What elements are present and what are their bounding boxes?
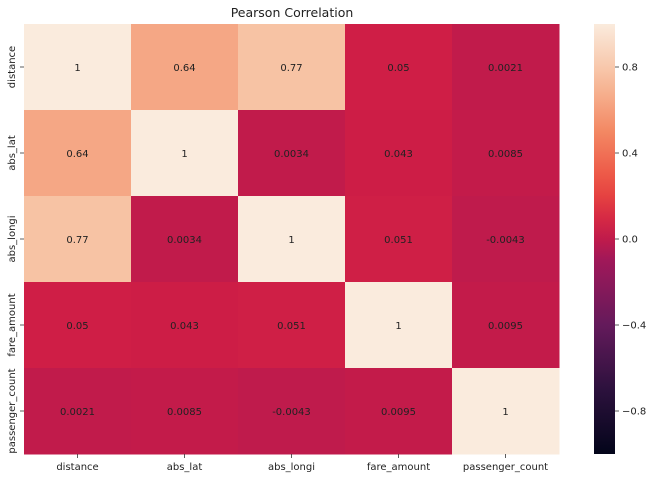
cell-label-4-3: 0.0095 xyxy=(381,407,416,418)
y-tick-label-3: fare_amount xyxy=(7,293,18,356)
heatmap-cell-0-2 xyxy=(238,24,346,111)
cell-label-3-3: 1 xyxy=(395,321,401,332)
heatmap-cell-4-2 xyxy=(238,368,346,455)
heatmap-cell-1-0 xyxy=(24,110,132,197)
cell-label-2-0: 0.77 xyxy=(66,235,88,246)
x-axis: distance abs_lat abs_longi fare_amount passe… xyxy=(56,454,548,473)
y-tick-label-1: abs_lat xyxy=(7,135,18,171)
cell-label-0-1: 0.64 xyxy=(173,63,195,74)
cell-label-0-4: 0.0021 xyxy=(488,63,523,74)
x-tick-label-3: fare_amount xyxy=(367,462,430,473)
heatmap-cell-3-4 xyxy=(452,282,560,369)
heatmap-cell-4-3 xyxy=(345,368,453,455)
heatmap-cell-1-3 xyxy=(345,110,453,197)
heatmap-cell-3-2 xyxy=(238,282,346,369)
heatmap-cells xyxy=(24,24,560,455)
heatmap-cell-4-4 xyxy=(452,368,560,455)
cell-label-0-2: 0.77 xyxy=(280,63,302,74)
colorbar-tick-label-4: −0.8 xyxy=(622,407,646,418)
cell-label-2-2: 1 xyxy=(288,235,294,246)
heatmap-cell-2-0 xyxy=(24,196,132,283)
heatmap-cell-1-1 xyxy=(131,110,239,197)
cell-label-1-4: 0.0085 xyxy=(488,149,523,160)
cell-label-3-0: 0.05 xyxy=(66,321,88,332)
y-axis: distance abs_lat abs_longi fare_amountpasse… xyxy=(7,46,24,454)
heatmap-cell-4-0 xyxy=(24,368,132,455)
x-tick-label-1: abs_lat xyxy=(167,462,203,473)
heatmap-cell-0-1 xyxy=(131,24,239,111)
cell-label-1-2: 0.0034 xyxy=(274,149,309,160)
cell-label-3-4: 0.0095 xyxy=(488,321,523,332)
heatmap-cell-3-3 xyxy=(345,282,453,369)
colorbar-tick-label-2: 0.0 xyxy=(622,235,638,246)
colorbar-tick-label-3: −0.4 xyxy=(622,321,646,332)
chart-title: Pearson Correlation xyxy=(231,5,354,20)
heatmap-cell-1-2 xyxy=(238,110,346,197)
heatmap-cell-2-3 xyxy=(345,196,453,283)
cell-label-1-0: 0.64 xyxy=(66,149,88,160)
y-tick-label-2: abs_longi xyxy=(7,215,18,262)
y-tick-label-0: distance xyxy=(7,46,18,88)
cell-label-3-2: 0.051 xyxy=(277,321,306,332)
x-tick-label-2: abs_longi xyxy=(268,462,315,473)
cell-label-0-3: 0.05 xyxy=(387,63,409,74)
heatmap-cell-0-0 xyxy=(24,24,132,111)
heatmap-cell-labels: 1 0.64 0.77 0.05 0.0021 0.64 1 0.0034 0.043 0.008… xyxy=(60,63,525,418)
heatmap-cell-0-3 xyxy=(345,24,453,111)
heatmap-cell-3-0 xyxy=(24,282,132,369)
heatmap-cell-2-2 xyxy=(238,196,346,283)
cell-label-3-1: 0.043 xyxy=(170,321,199,332)
cell-label-2-1: 0.0034 xyxy=(167,235,202,246)
cell-label-4-0: 0.0021 xyxy=(60,407,95,418)
heatmap-cell-0-4 xyxy=(452,24,560,111)
cell-label-4-1: 0.0085 xyxy=(167,407,202,418)
heatmap-cell-1-4 xyxy=(452,110,560,197)
colorbar-tick-label-1: 0.4 xyxy=(622,149,638,160)
cell-label-4-2: -0.0043 xyxy=(272,407,311,418)
x-tick-label-0: distance xyxy=(56,462,98,473)
y-tick-label-4: passenger_count xyxy=(7,368,18,453)
cell-label-4-4: 1 xyxy=(502,407,508,418)
cell-label-0-0: 1 xyxy=(74,63,80,74)
heatmap-cell-4-1 xyxy=(131,368,239,455)
cell-label-2-4: -0.0043 xyxy=(486,235,525,246)
cell-label-2-3: 0.051 xyxy=(384,235,413,246)
x-tick-label-4: passenger_count xyxy=(463,462,548,473)
colorbar: 0.8 0.4 0.0 −0.4 −0.8 xyxy=(594,24,646,454)
heatmap-cell-3-1 xyxy=(131,282,239,369)
cell-label-1-1: 1 xyxy=(181,149,187,160)
colorbar-tick-label-0: 0.8 xyxy=(622,63,638,74)
colorbar-gradient xyxy=(594,24,615,454)
cell-label-1-3: 0.043 xyxy=(384,149,413,160)
heatmap-cell-2-1 xyxy=(131,196,239,283)
heatmap-cell-2-4 xyxy=(452,196,560,283)
